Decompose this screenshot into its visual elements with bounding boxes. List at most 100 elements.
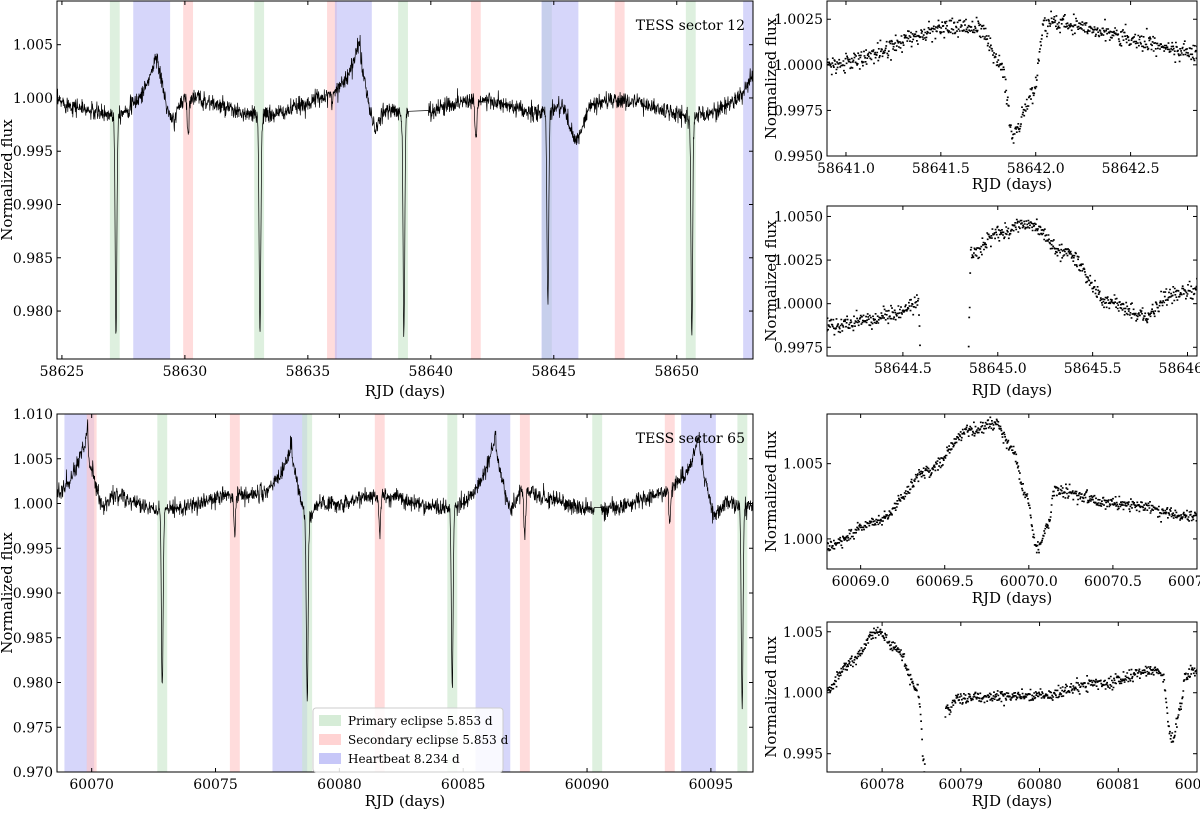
y-tick-label: 1.0050	[774, 209, 823, 225]
x-tick-label: 60081	[1096, 777, 1141, 793]
x-tick-label: 58642.0	[1007, 161, 1065, 177]
axes-frame	[826, 0, 1198, 157]
axes-frame	[56, 0, 754, 360]
y-axis-label: Normalized flux	[762, 17, 780, 139]
y-tick-label: 1.000	[783, 686, 823, 702]
y-tick-label: 0.995	[13, 541, 53, 557]
y-axis-label: Normalized flux	[0, 532, 16, 654]
sector-annotation: TESS sector 12	[636, 18, 745, 34]
plot-area	[57, 414, 753, 772]
heartbeat-legend-swatch	[319, 753, 341, 764]
heartbeat-band	[272, 414, 308, 772]
heartbeat-band	[681, 414, 716, 772]
flux-series-line	[57, 419, 753, 710]
flux-scatter-points	[827, 626, 1197, 772]
secondary-band	[229, 414, 240, 772]
y-tick-label: 1.010	[13, 407, 53, 423]
y-tick-label: 1.000	[783, 532, 823, 548]
panel-zoom-heartbeat-eclipses: 60078 60079 60080 60081 60082 0.995 1.000 1.005…	[762, 621, 1200, 810]
panel-zoom-primary-eclipse: 58641.0 58641.5 58642.0 58642.5 0.9950 0.9975…	[762, 0, 1198, 193]
y-tick-label: 0.990	[13, 586, 53, 602]
y-tick-label: 1.0000	[774, 297, 823, 313]
plot-area	[827, 218, 1197, 356]
flux-scatter-points	[827, 218, 1197, 356]
x-tick-label: 58646.0	[1159, 361, 1200, 377]
secondary-legend-swatch	[319, 734, 341, 745]
y-tick-label: 0.995	[13, 144, 53, 160]
y-axis-label: Normalized flux	[762, 430, 780, 552]
primary-band	[592, 414, 603, 772]
x-tick-label: 58641.0	[817, 161, 875, 177]
y-axis-label: Normalized flux	[762, 636, 780, 758]
panel-sector12-light-curve: 58625 58630 58635 58640 58645 58650 0.980 0.985…	[0, 0, 754, 400]
primary-band	[302, 414, 313, 772]
plot-area	[827, 626, 1197, 772]
primary-legend-label: Primary eclipse 5.853 d	[348, 714, 493, 728]
axes-frame	[826, 621, 1198, 773]
x-tick-label: 58644.5	[874, 361, 932, 377]
secondary-band	[614, 1, 625, 359]
y-tick-label: 0.9975	[774, 340, 823, 356]
x-tick-label: 58645	[532, 364, 577, 380]
x-axis-label: RJD (days)	[365, 382, 446, 400]
x-tick-label: 60085	[441, 777, 486, 793]
secondary-band	[664, 414, 675, 772]
x-axis-label: RJD (days)	[365, 792, 446, 810]
heartbeat-legend-label: Heartbeat 8.234 d	[348, 752, 460, 766]
x-tick-label: 60080	[317, 777, 362, 793]
secondary-band	[374, 414, 385, 772]
panel-zoom-heartbeat-gap: 58644.5 58645.0 58645.5 58646.0 0.9975 1.0000…	[762, 205, 1200, 399]
y-tick-label: 1.005	[13, 452, 53, 468]
x-tick-label: 58625	[40, 364, 85, 380]
y-tick-label: 1.005	[783, 457, 823, 473]
x-tick-label: 60082	[1175, 777, 1200, 793]
heartbeat-band	[334, 1, 372, 359]
x-tick-label: 60078	[860, 777, 905, 793]
x-tick-label: 60070.0	[1000, 574, 1058, 590]
x-tick-label: 60090	[565, 777, 610, 793]
x-tick-label: 58635	[286, 364, 331, 380]
y-tick-label: 0.985	[13, 631, 53, 647]
y-tick-label: 0.980	[13, 676, 53, 692]
y-axis-label: Normalized flux	[762, 220, 780, 342]
y-tick-label: 1.000	[13, 497, 53, 513]
primary-band	[398, 1, 408, 359]
x-tick-label: 58650	[654, 364, 699, 380]
y-tick-label: 1.005	[783, 625, 823, 641]
plot-area	[57, 1, 753, 359]
heartbeat-band	[743, 1, 753, 359]
x-axis-label: RJD (days)	[972, 792, 1053, 810]
primary-band	[447, 414, 458, 772]
x-tick-label: 58640	[409, 364, 454, 380]
primary-band	[157, 414, 168, 772]
y-tick-label: 1.0025	[774, 12, 823, 28]
axes-frame	[826, 205, 1198, 357]
x-tick-label: 58641.5	[912, 161, 970, 177]
x-tick-label: 60080	[1017, 777, 1062, 793]
secondary-band	[519, 414, 530, 772]
x-tick-label: 60070	[69, 777, 114, 793]
x-tick-label: 58630	[163, 364, 208, 380]
x-tick-label: 60070.5	[1084, 574, 1142, 590]
x-tick-label: 60079	[939, 777, 984, 793]
plot-area	[827, 10, 1197, 144]
sector-annotation: TESS sector 65	[636, 431, 745, 447]
flux-scatter-points	[827, 10, 1197, 144]
x-tick-label: 60069.5	[916, 574, 974, 590]
y-tick-label: 0.980	[13, 304, 53, 320]
y-tick-label: 1.005	[13, 38, 53, 54]
y-tick-label: 0.995	[783, 747, 823, 763]
secondary-band	[470, 1, 481, 359]
x-axis-label: RJD (days)	[972, 381, 1053, 399]
legend-box	[312, 707, 504, 773]
heartbeat-band	[133, 1, 171, 359]
x-axis-label: RJD (days)	[972, 589, 1053, 607]
axes-frame	[826, 413, 1198, 570]
flux-scatter-points	[827, 416, 1197, 554]
plot-area	[827, 416, 1197, 554]
panel-sector65-light-curve: 60070 60075 60080 60085 60090 60095 0.970 0.975…	[0, 407, 754, 810]
x-tick-label: 60075	[193, 777, 238, 793]
x-tick-label: 60069.0	[832, 574, 890, 590]
